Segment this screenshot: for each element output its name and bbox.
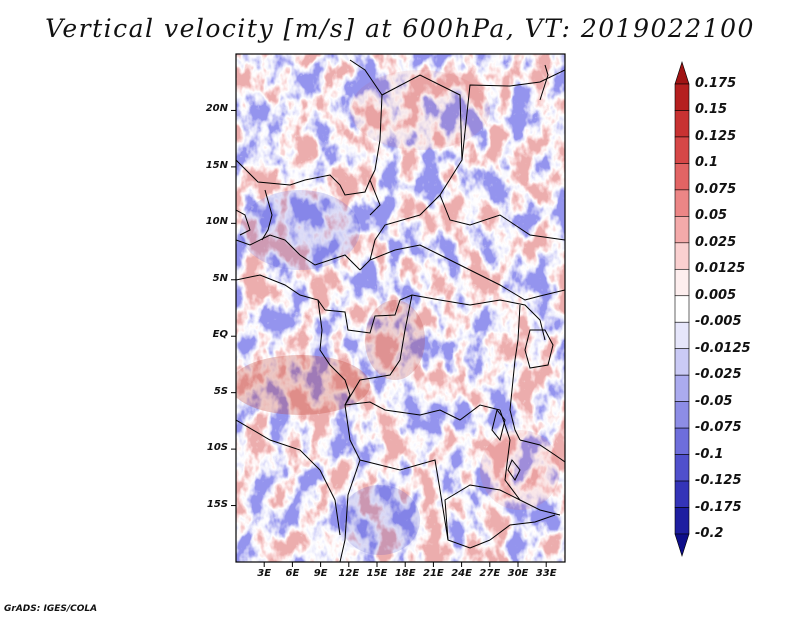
lon-tick-label: 33E: [535, 568, 557, 579]
lat-tick-label: 15S: [206, 498, 228, 510]
colorbar-label: 0.025: [695, 234, 737, 250]
lon-tick-label: 27E: [479, 568, 501, 579]
colorbar-swatch: [674, 242, 690, 270]
colorbar-swatch: [674, 83, 690, 111]
colorbar-label: 0.005: [695, 287, 737, 303]
colorbar-label: -0.1: [695, 446, 724, 462]
colorbar-swatch: [674, 216, 690, 244]
colorbar-label: 0.175: [695, 76, 737, 91]
lon-tick-label: 3E: [257, 568, 272, 579]
colorbar-label: 0.125: [695, 128, 737, 144]
lon-tick-label: 9E: [313, 568, 328, 579]
colorbar-swatch: [674, 136, 690, 164]
colorbar-swatch: [674, 295, 690, 323]
colorbar-swatch: [674, 454, 690, 482]
colorbar-swatch: [674, 110, 690, 138]
colorbar-label: 0.05: [695, 208, 728, 224]
lon-tick-label: 18E: [394, 568, 416, 579]
colorbar-label: -0.025: [695, 367, 742, 383]
lat-tick-label: EQ: [212, 329, 228, 341]
colorbar-swatch: [674, 427, 690, 455]
colorbar-label: -0.125: [695, 473, 742, 489]
lat-tick-label: 5S: [213, 385, 228, 397]
colorbar-label: 0.075: [695, 181, 737, 197]
colorbar-swatch: [674, 507, 690, 535]
colorbar-swatch: [674, 401, 690, 429]
lat-tick-label: 15N: [205, 159, 228, 171]
country-borders: [236, 59, 565, 562]
lat-tick-label: 10S: [206, 442, 228, 454]
colorbar-swatch: [674, 189, 690, 217]
colorbar-swatch: [674, 480, 690, 508]
velocity-field: [236, 54, 565, 562]
lat-tick-label: 20N: [205, 103, 228, 115]
lon-tick-label: 30E: [507, 568, 529, 579]
lon-tick-label: 12E: [338, 568, 360, 579]
colorbar-label: -0.005: [695, 314, 742, 330]
colorbar-bottom-arrow: [674, 533, 690, 557]
colorbar-swatch: [674, 163, 690, 191]
colorbar-label: 0.0125: [695, 261, 746, 277]
lon-tick-label: 21E: [423, 568, 444, 579]
lon-tick-label: 24E: [451, 568, 472, 579]
colorbar-swatch: [674, 374, 690, 402]
map-frame: [235, 53, 566, 563]
colorbar-swatch: [674, 348, 690, 376]
colorbar-label: -0.05: [695, 393, 733, 409]
grads-credit: GrADS: IGES/COLA: [4, 604, 98, 614]
lat-tick-label: 10N: [205, 216, 228, 228]
plot-title: Vertical velocity [m/s] at 600hPa, VT: 2…: [45, 14, 755, 43]
colorbar-label: -0.075: [695, 420, 742, 436]
lat-tick-label: 5N: [212, 272, 228, 284]
colorbar: [674, 61, 690, 557]
axis-ticks: [231, 109, 547, 567]
colorbar-label: -0.0125: [695, 340, 751, 356]
colorbar-swatch: [674, 321, 690, 350]
colorbar-label: 0.15: [695, 102, 728, 118]
colorbar-label: -0.175: [695, 499, 742, 515]
colorbar-top-arrow: [674, 61, 690, 85]
lon-tick-label: 15E: [366, 568, 388, 579]
colorbar-swatch: [674, 268, 690, 297]
colorbar-label: 0.1: [695, 155, 719, 171]
colorbar-label: -0.2: [695, 526, 724, 541]
lon-tick-label: 6E: [285, 568, 300, 579]
